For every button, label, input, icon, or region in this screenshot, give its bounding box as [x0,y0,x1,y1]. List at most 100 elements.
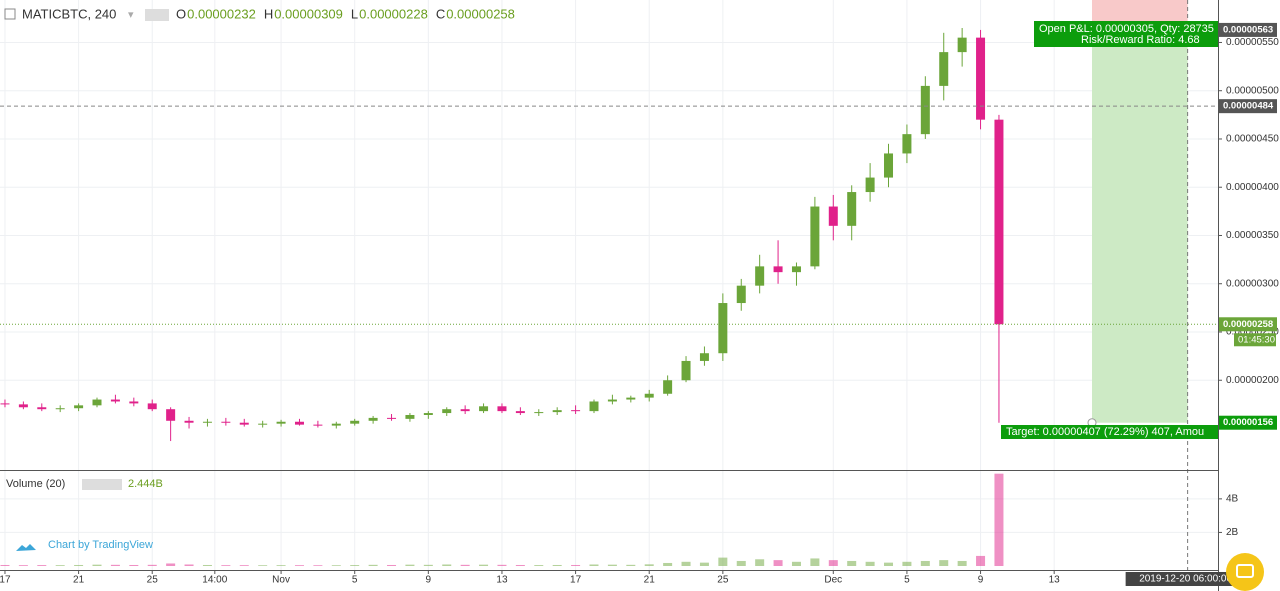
x-tick-label: 17 [570,575,582,586]
candle-body [184,420,194,423]
volume-bar [902,561,912,566]
candle-body [607,399,617,402]
volume-title: Volume (20) [6,478,65,490]
branding[interactable]: Chart by TradingView [48,539,153,551]
y-tick-label: 0.00000500 [1226,85,1279,96]
candle-body [110,399,120,402]
candle-body [18,404,28,408]
candle-body [626,397,636,400]
candle-body [166,409,176,421]
x-tick-label: 21 [73,575,85,586]
volume-bar [74,564,84,566]
x-tick-label: 17 [0,575,11,586]
volume-bar [699,562,709,566]
candle-body [828,206,838,226]
candle-body [55,408,65,410]
candle-body [884,153,894,178]
candle-body [920,85,930,135]
volume-value: 2.444B [128,478,163,490]
volume-bar [423,564,433,566]
volume-bar [276,565,286,566]
x-tick-label: 5 [904,575,910,586]
candle-body [37,407,47,410]
header-icons[interactable] [145,9,169,21]
ohlc-value: 0.00000232 [187,6,256,21]
ohlc-value: 0.00000228 [359,6,428,21]
candle-body [552,410,562,413]
volume-bar [976,555,986,566]
volume-bar [110,564,120,566]
candle-body [810,206,820,267]
candle-body [202,421,212,423]
volume-bar [442,564,452,566]
candle-body [276,421,286,424]
y-tick-label: 0.00000450 [1226,134,1279,145]
volume-icons[interactable] [82,479,122,490]
volume-bar [55,565,65,566]
tv-logo[interactable] [16,544,36,551]
volume-bar [294,565,304,566]
volume-bar [552,564,562,566]
candle-body [847,192,857,226]
volume-bar [865,561,875,566]
ohlc-label: L [351,6,358,21]
price-label-bg [1219,22,1277,37]
x-tick-label: 5 [352,575,358,586]
volume-bar [313,565,323,566]
candle-body [644,393,654,398]
volume-bar [479,564,489,566]
volume-bar [663,562,673,566]
candle-body [423,413,433,415]
candle-body [239,422,249,425]
volume-bar [607,564,617,566]
y-tick-label: 0.00000550 [1226,37,1279,48]
target-text: Target: 0.00000407 (72.29%) 407, Amou [1006,426,1204,438]
candle-body [902,134,912,154]
volume-bar [460,564,470,566]
countdown: 01:45:30 [1238,334,1275,345]
candle-body [589,401,599,412]
ohlc-label: C [436,6,445,21]
dropdown[interactable]: ▾ [128,9,134,21]
volume-bar [129,564,139,566]
volume-bar [718,557,728,566]
candle-body [976,37,986,120]
volume-bar [258,565,268,566]
ohlc-value: 0.00000258 [446,6,515,21]
volume-bar [239,565,249,566]
y-tick-label: 0.00000350 [1226,230,1279,241]
crosshair-date: 2019-12-20 06:00:00 [1139,574,1232,585]
x-tick-label: 25 [717,575,729,586]
candle-body [258,423,268,425]
symbol[interactable]: MATICBTC, 240 [22,6,116,21]
candle-body [442,409,452,414]
y-tick-label: 0.00000300 [1226,278,1279,289]
ohlc-label: O [176,6,186,21]
volume-bar [221,565,231,566]
x-tick-label: 25 [147,575,159,586]
volume-bar [184,564,194,566]
volume-bar [589,564,599,566]
x-tick-label: Dec [824,575,842,586]
price-label: 0.00000258 [1223,319,1273,330]
volume-bar [18,565,28,566]
candle-body [773,266,783,273]
chat-button[interactable] [1226,553,1264,591]
y-tick-label: 0.00000400 [1226,182,1279,193]
candle-body [571,410,581,412]
ohlc-value: 0.00000309 [274,6,343,21]
volume-bar [497,564,507,566]
candle-body [405,414,415,419]
volume-bar [92,564,102,566]
y-tick-label: 0.00000200 [1226,375,1279,386]
volume-bar [920,560,930,566]
price-label-bg [1219,415,1277,430]
y-tick-label: 0.00000250 [1226,327,1279,338]
volume-tick-label: 2B [1226,527,1239,538]
volume-bar [0,564,10,566]
price-label-bg [1219,99,1277,114]
target-box [1001,425,1218,439]
collapse-icon[interactable] [4,8,16,20]
